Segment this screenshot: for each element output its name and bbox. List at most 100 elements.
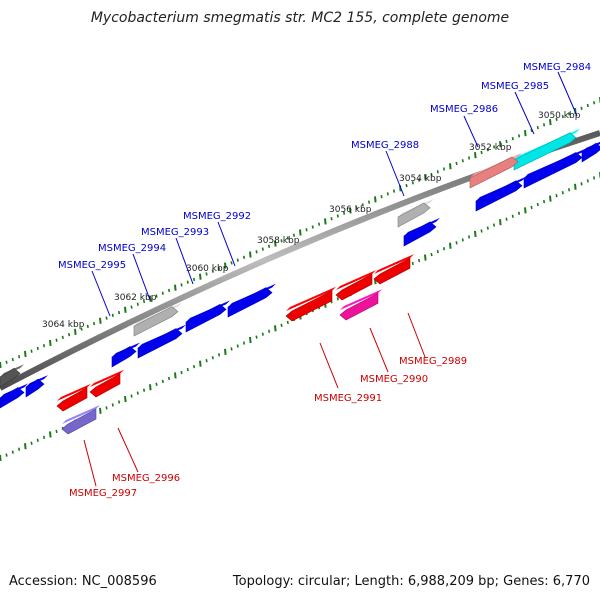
gene-feature <box>403 217 440 247</box>
scale-tick <box>249 336 252 344</box>
gene-feature <box>133 302 182 337</box>
scale-tick <box>205 359 208 363</box>
gene-feature-body <box>56 387 88 412</box>
gene-label-msmeg-2984: MSMEG_2984 <box>523 62 591 73</box>
scale-tick <box>492 145 496 149</box>
leader-line <box>319 342 339 389</box>
scale-label: 3064 kbp <box>42 320 85 330</box>
scale-tick <box>424 174 427 181</box>
scale-tick <box>124 395 127 403</box>
reverse-gene-labels: MSMEG_2989 MSMEG_2990 MSMEG_2991 MSMEG_2… <box>69 312 467 499</box>
scale-tick <box>467 156 471 160</box>
leader-line <box>217 221 236 267</box>
gene-label-msmeg-2988: MSMEG_2988 <box>351 140 419 151</box>
gene-feature-body <box>133 306 179 337</box>
scale-tick <box>155 294 158 298</box>
scale-tick <box>192 277 196 282</box>
scale-tick <box>324 218 327 225</box>
scale-tick <box>574 183 577 190</box>
gene-feature <box>581 141 600 163</box>
scale-tick <box>386 192 389 196</box>
scale-tick <box>99 407 102 414</box>
scale-tick <box>236 344 239 348</box>
gene-feature-body <box>335 273 373 301</box>
scale-tick <box>524 207 527 214</box>
forward-tick-row <box>0 97 600 369</box>
scale-tick <box>374 196 377 203</box>
scale-tick <box>11 450 14 454</box>
scale-tick <box>424 254 427 261</box>
scale-tick <box>142 299 146 304</box>
gene-feature-body <box>581 142 600 163</box>
scale-tick <box>17 447 21 451</box>
gene-feature-body <box>185 304 227 333</box>
gene-feature-top <box>62 405 100 424</box>
gene-feature <box>523 148 586 189</box>
leader-line <box>83 439 97 487</box>
scale-tick <box>442 167 446 171</box>
gene-feature <box>373 254 414 285</box>
forward-gene-labels: MSMEG_2984 MSMEG_2985 MSMEG_2986 MSMEG_2… <box>58 62 591 317</box>
scale-tick <box>36 346 39 351</box>
scale-tick <box>49 339 52 347</box>
scale-tick <box>511 214 514 218</box>
gene-feature-body <box>513 132 577 171</box>
gene-label-msmeg-2993: MSMEG_2993 <box>141 227 209 238</box>
scale-tick <box>142 388 146 392</box>
leader-line <box>385 150 405 197</box>
scale-tick <box>149 384 152 391</box>
gene-label-msmeg-2985: MSMEG_2985 <box>481 81 549 92</box>
scale-tick <box>349 207 352 214</box>
scale-tick <box>111 313 114 317</box>
scale-tick <box>136 302 139 306</box>
scale-tick <box>530 128 533 133</box>
gene-feature <box>339 289 382 321</box>
gene-feature <box>0 364 24 388</box>
scale-tick <box>130 305 133 309</box>
scale-tick <box>49 431 52 438</box>
scale-tick <box>436 249 439 254</box>
gene-feature-body <box>0 367 21 388</box>
scale-tick <box>161 291 164 295</box>
gene-feature <box>397 198 434 228</box>
gene-label-msmeg-2986: MSMEG_2986 <box>430 104 498 115</box>
gene-feature-top <box>336 270 376 290</box>
gene-feature-body <box>475 180 523 212</box>
gene-feature <box>61 405 100 435</box>
gene-feature-body <box>397 202 431 228</box>
scale-tick <box>0 361 2 369</box>
gene-feature-body <box>61 408 97 435</box>
scale-tick <box>261 332 264 336</box>
scale-tick <box>242 255 246 260</box>
scale-tick <box>86 324 89 329</box>
scale-tick <box>30 441 33 445</box>
scale-tick <box>124 306 127 313</box>
scale-tick <box>255 250 258 254</box>
leader-line <box>117 427 139 473</box>
gene-feature-body <box>403 221 437 247</box>
scale-tick <box>486 148 489 152</box>
scale-tick <box>211 356 214 360</box>
scale-tick <box>592 101 596 105</box>
gene-label-msmeg-2996: MSMEG_2996 <box>112 473 180 484</box>
scale-tick <box>217 266 221 271</box>
scale-tick <box>549 195 552 202</box>
scale-tick <box>555 193 558 198</box>
gene-feature <box>513 128 580 171</box>
scale-tick <box>530 205 533 210</box>
gene-feature <box>89 369 124 398</box>
scale-tick <box>36 438 39 442</box>
scale-tick <box>42 344 46 348</box>
scale-tick <box>524 130 527 137</box>
scale-tick <box>436 170 439 174</box>
scale-tick <box>205 272 208 276</box>
scale-tick <box>0 454 2 462</box>
scale-tick <box>174 372 177 379</box>
scale-tick <box>24 443 27 450</box>
scale-tick <box>467 235 471 239</box>
scale-tick <box>274 325 277 332</box>
gene-feature-top <box>57 383 91 401</box>
scale-tick <box>567 188 571 192</box>
scale-tick <box>317 222 321 226</box>
scale-tick <box>405 183 408 188</box>
